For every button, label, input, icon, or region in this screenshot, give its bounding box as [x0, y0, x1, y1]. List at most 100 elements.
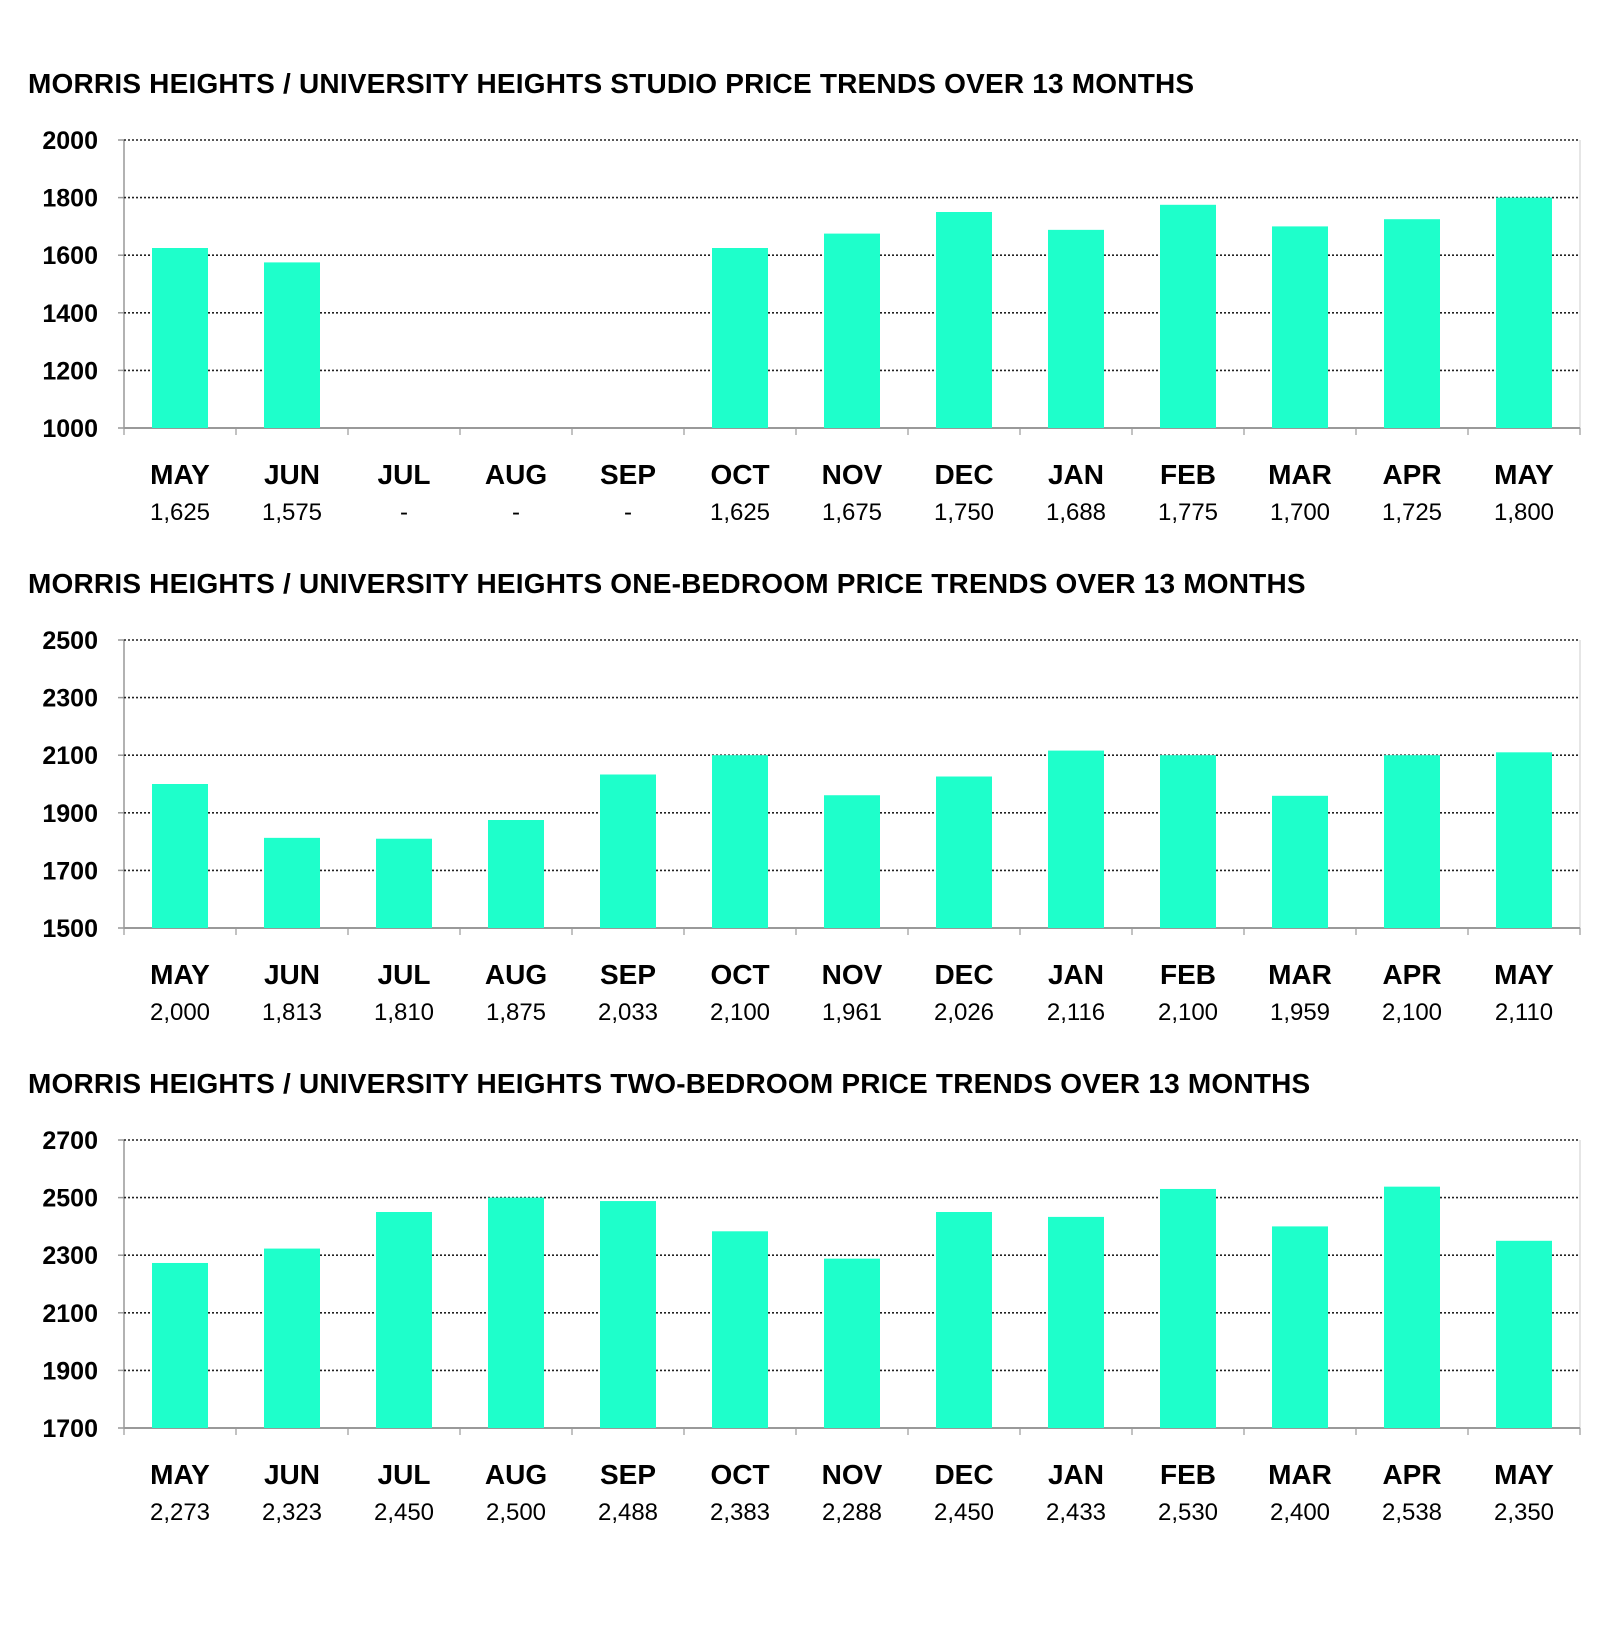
- data-value-label: 2,288: [822, 1499, 882, 1526]
- bar-dec-7: [936, 1212, 992, 1428]
- x-category-label: NOV: [822, 1459, 883, 1490]
- y-tick-label: 2000: [42, 127, 98, 155]
- data-value-label: 2,450: [374, 1499, 434, 1526]
- bar-nov-6: [824, 795, 880, 928]
- x-category-label: MAR: [1268, 959, 1332, 990]
- y-tick-label: 1200: [42, 357, 98, 385]
- bar-dec-7: [936, 776, 992, 928]
- x-category-label: APR: [1382, 959, 1441, 990]
- data-value-label: -: [400, 499, 408, 526]
- x-category-label: AUG: [485, 959, 547, 990]
- data-value-label: 1,575: [262, 499, 322, 526]
- x-category-label: SEP: [600, 459, 656, 490]
- bar-oct-5: [712, 248, 768, 428]
- data-value-label: 1,961: [822, 999, 882, 1026]
- y-tick-label: 1900: [42, 1357, 98, 1385]
- x-category-label: MAY: [1494, 959, 1554, 990]
- bar-jan-8: [1048, 229, 1104, 428]
- x-category-label: APR: [1382, 459, 1441, 490]
- data-value-label: 2,100: [1382, 999, 1442, 1026]
- x-category-label: AUG: [485, 1459, 547, 1490]
- bar-jun-1: [264, 837, 320, 928]
- data-value-label: 2,433: [1046, 1499, 1106, 1526]
- bar-mar-10: [1272, 795, 1328, 928]
- y-tick-label: 1500: [42, 915, 98, 943]
- x-category-label: JAN: [1048, 459, 1104, 490]
- x-category-label: DEC: [934, 1459, 993, 1490]
- x-category-label: MAY: [150, 1459, 210, 1490]
- chart-title: MORRIS HEIGHTS / UNIVERSITY HEIGHTS STUD…: [28, 68, 1195, 99]
- data-value-label: 1,675: [822, 499, 882, 526]
- x-category-label: FEB: [1160, 959, 1216, 990]
- data-value-label: 1,813: [262, 999, 322, 1026]
- data-value-label: 2,110: [1495, 999, 1553, 1026]
- chart-title: MORRIS HEIGHTS / UNIVERSITY HEIGHTS TWO-…: [28, 1068, 1311, 1099]
- bar-jan-8: [1048, 1216, 1104, 1428]
- data-value-label: 1,625: [710, 499, 770, 526]
- x-category-label: JAN: [1048, 1459, 1104, 1490]
- x-category-label: NOV: [822, 459, 883, 490]
- y-tick-label: 2300: [42, 1242, 98, 1270]
- data-value-label: 2,000: [150, 999, 210, 1026]
- x-category-label: JUL: [378, 459, 431, 490]
- y-tick-label: 2500: [42, 627, 98, 655]
- bar-nov-6: [824, 1258, 880, 1428]
- bar-oct-5: [712, 1231, 768, 1428]
- data-value-label: -: [624, 499, 632, 526]
- x-category-label: JUN: [264, 959, 320, 990]
- data-value-label: 1,875: [486, 999, 546, 1026]
- data-value-label: 1,750: [934, 499, 994, 526]
- bar-apr-11: [1384, 219, 1440, 428]
- y-tick-label: 2700: [42, 1127, 98, 1155]
- y-tick-label: 1700: [42, 857, 98, 885]
- data-value-label: 2,450: [934, 1499, 994, 1526]
- chart-title: MORRIS HEIGHTS / UNIVERSITY HEIGHTS ONE-…: [28, 568, 1306, 599]
- x-category-label: OCT: [710, 459, 769, 490]
- bar-aug-3: [488, 1197, 544, 1428]
- bar-jun-1: [264, 262, 320, 428]
- data-value-label: 2,530: [1158, 1499, 1218, 1526]
- data-value-label: 2,538: [1382, 1499, 1442, 1526]
- bar-may-0: [152, 784, 208, 928]
- two-bedroom-chart: MORRIS HEIGHTS / UNIVERSITY HEIGHTS TWO-…: [0, 1068, 1600, 1588]
- y-tick-label: 1600: [42, 242, 98, 270]
- x-category-label: JUL: [378, 959, 431, 990]
- x-category-label: DEC: [934, 459, 993, 490]
- data-value-label: 1,700: [1270, 499, 1330, 526]
- x-category-label: JUL: [378, 1459, 431, 1490]
- bar-jul-2: [376, 1212, 432, 1428]
- bar-may-12: [1496, 197, 1552, 428]
- y-tick-label: 1900: [42, 800, 98, 828]
- x-category-label: MAR: [1268, 459, 1332, 490]
- data-value-label: 1,625: [150, 499, 210, 526]
- data-value-label: 2,100: [1158, 999, 1218, 1026]
- bar-sep-4: [600, 774, 656, 928]
- data-value-label: 2,273: [150, 1499, 210, 1526]
- bar-may-0: [152, 1262, 208, 1428]
- bar-mar-10: [1272, 1226, 1328, 1428]
- data-value-label: 2,116: [1047, 999, 1105, 1026]
- x-category-label: DEC: [934, 959, 993, 990]
- bar-mar-10: [1272, 226, 1328, 428]
- x-category-label: MAY: [1494, 1459, 1554, 1490]
- data-value-label: 2,488: [598, 1499, 658, 1526]
- x-category-label: JUN: [264, 459, 320, 490]
- y-tick-label: 1800: [42, 185, 98, 213]
- bar-jul-2: [376, 838, 432, 928]
- x-category-label: JUN: [264, 1459, 320, 1490]
- bar-feb-9: [1160, 755, 1216, 928]
- one-bedroom-plot: 2500 2300 2100 1900 1700 1500 MAY 2,000 JUN 1,813…: [42, 627, 1581, 1026]
- studio-plot: 2000 1800 1600 1400 1200 1000 MAY 1,625 JUN 1,575…: [42, 127, 1581, 526]
- data-value-label: 1,725: [1382, 499, 1442, 526]
- data-value-label: 2,323: [262, 1499, 322, 1526]
- data-value-label: 2,400: [1270, 1499, 1330, 1526]
- x-category-label: FEB: [1160, 459, 1216, 490]
- x-category-label: MAY: [150, 959, 210, 990]
- y-tick-label: 1400: [42, 300, 98, 328]
- data-value-label: 1,959: [1270, 999, 1330, 1026]
- bar-dec-7: [936, 212, 992, 428]
- two-bedroom-plot: 2700 2500 2300 2100 1900 1700 MAY 2,273 JUN 2,323…: [42, 1127, 1581, 1526]
- x-category-label: NOV: [822, 959, 883, 990]
- data-value-label: 2,500: [486, 1499, 546, 1526]
- data-value-label: 2,350: [1494, 1499, 1554, 1526]
